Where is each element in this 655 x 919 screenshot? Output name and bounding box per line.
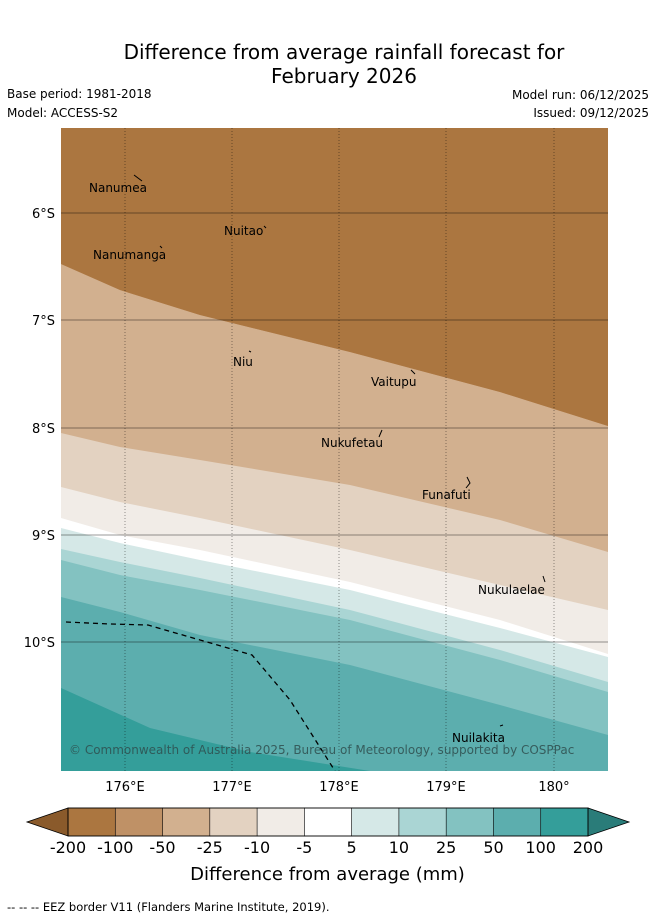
- lon-label-177e: 177°E: [212, 780, 252, 795]
- colorbar-tick-label: 200: [572, 838, 604, 857]
- colorbar-title: Difference from average (mm): [190, 864, 465, 885]
- colorbar: [25, 807, 631, 837]
- lon-label-176e: 176°E: [105, 780, 145, 795]
- island-nuilakita: [499, 724, 504, 727]
- title-line-1: Difference from average rainfall forecas…: [123, 40, 565, 64]
- colorbar-cell: [209, 807, 258, 837]
- label-nukulaelae: Nukulaelae: [478, 583, 545, 597]
- colorbar-cell: [493, 807, 542, 837]
- longitude-labels: 176°E 177°E 178°E 179°E 180°: [105, 780, 569, 795]
- label-nanumea: Nanumea: [89, 181, 147, 195]
- lat-label-7s: 7°S: [32, 314, 55, 329]
- model-name: Model: ACCESS-S2: [7, 106, 119, 120]
- title-line-2: February 2026: [271, 64, 417, 88]
- colorbar-cells: [67, 807, 589, 837]
- island-funafuti: [465, 476, 471, 489]
- colorbar-tick-label: -5: [296, 838, 313, 857]
- lat-label-6s: 6°S: [32, 207, 55, 222]
- colorbar-cell: [114, 807, 164, 837]
- label-funafuti: Funafuti: [422, 488, 471, 502]
- colorbar-cell: [67, 807, 116, 837]
- base-period: Base period: 1981-2018: [7, 87, 152, 101]
- longitude-gridlines: [124, 128, 555, 771]
- colorbar-cell: [540, 807, 589, 837]
- issued-date: Issued: 09/12/2025: [533, 106, 649, 120]
- island-nanumea: [133, 174, 143, 182]
- island-nuitao: [263, 225, 267, 229]
- colorbar-tick-label: -50: [149, 838, 176, 857]
- latitude-gridlines: [61, 212, 608, 643]
- colorbar-cell: [398, 807, 447, 837]
- label-nanumanga: Nanumanga: [93, 248, 166, 262]
- island-outlines: [133, 174, 546, 727]
- colorbar-tick-label: 50: [483, 838, 504, 857]
- label-vaitupu: Vaitupu: [371, 375, 417, 389]
- colorbar-low-arrow: [25, 807, 69, 837]
- eez-footnote: -- -- -- EEZ border V11 (Flanders Marine…: [7, 900, 330, 914]
- lon-label-179e: 179°E: [426, 780, 466, 795]
- model-run: Model run: 06/12/2025: [511, 88, 649, 102]
- colorbar-tick-label: 25: [436, 838, 457, 857]
- chart-title: Difference from average rainfall forecas…: [0, 40, 655, 88]
- lat-label-9s: 9°S: [32, 529, 55, 544]
- label-nuilakita: Nuilakita: [452, 731, 505, 745]
- colorbar-cell: [256, 807, 305, 837]
- island-nukufetau: [378, 429, 383, 438]
- latitude-labels: 6°S 7°S 8°S 9°S 10°S: [24, 207, 55, 651]
- colorbar-frame: [67, 807, 589, 837]
- lon-label-178e: 178°E: [319, 780, 359, 795]
- colorbar-cell: [162, 807, 211, 837]
- colorbar-tick-label: -25: [196, 838, 223, 857]
- rainfall-map: Nanumea Nuitao Nanumanga Niu Vaitupu Nuk…: [24, 128, 608, 795]
- lat-label-8s: 8°S: [32, 422, 55, 437]
- label-nukufetau: Nukufetau: [321, 436, 383, 450]
- island-nanumanga: [159, 245, 163, 249]
- colorbar-cell: [304, 807, 353, 837]
- colorbar-tick-label: 10: [388, 838, 410, 857]
- colorbar-tick-label: -10: [244, 838, 271, 857]
- lon-label-180: 180°: [538, 780, 569, 795]
- band-minus-100-200: [61, 128, 608, 426]
- label-niu: Niu: [233, 355, 253, 369]
- colorbar-tick-label: 5: [346, 838, 357, 857]
- colorbar-tick-label: 100: [525, 838, 556, 857]
- island-vaitupu: [410, 369, 416, 375]
- colorbar-tick-label: -200: [49, 838, 87, 857]
- colorbar-tick-label: -100: [97, 838, 134, 857]
- colorbar-cell: [445, 807, 495, 837]
- map-area: Nanumea Nuitao Nanumanga Niu Vaitupu Nuk…: [61, 128, 608, 771]
- label-nuitao: Nuitao: [224, 224, 263, 238]
- island-niu: [248, 350, 252, 353]
- island-labels: Nanumea Nuitao Nanumanga Niu Vaitupu Nuk…: [89, 181, 545, 745]
- eez-border: [65, 621, 336, 771]
- copyright-notice: © Commonwealth of Australia 2025, Bureau…: [69, 743, 574, 757]
- lat-label-10s: 10°S: [24, 636, 55, 651]
- colorbar-high-arrow: [587, 807, 631, 837]
- island-nukulaelae: [542, 575, 546, 583]
- colorbar-cell: [351, 807, 400, 837]
